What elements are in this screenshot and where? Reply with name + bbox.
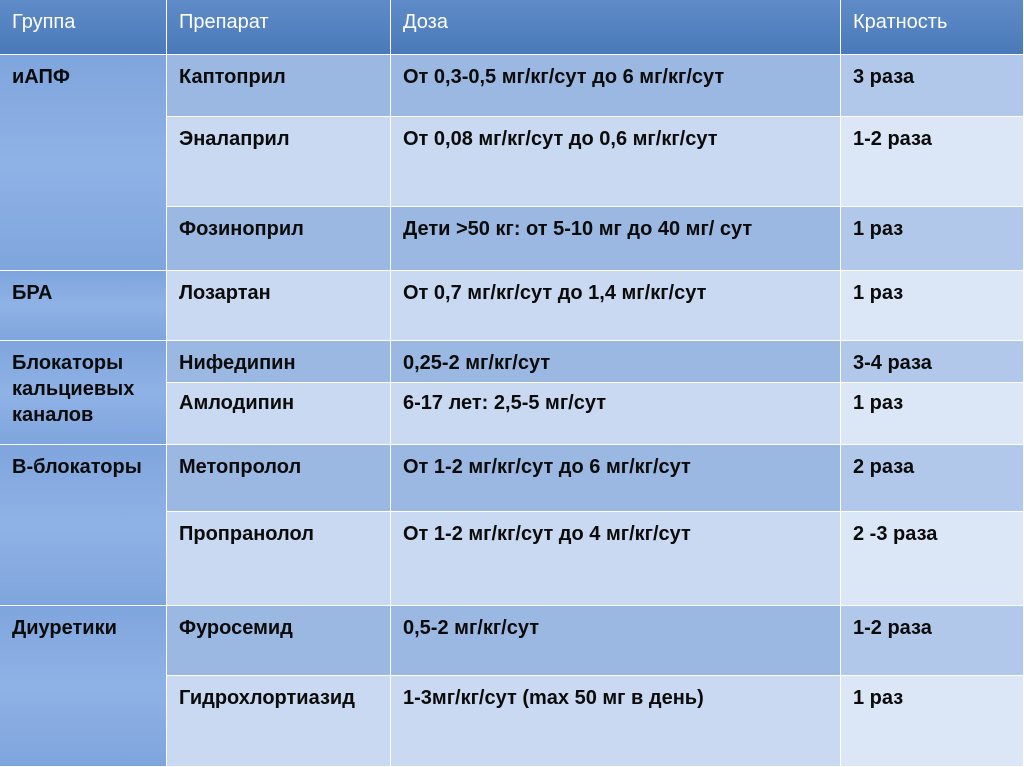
group-cell-calcium-blockers: Блокаторы кальциевых каналов xyxy=(0,341,167,445)
table-cell-drug: Гидрохлортиазид xyxy=(167,676,391,767)
table-cell-dose: Дети >50 кг: от 5-10 мг до 40 мг/ сут xyxy=(391,207,841,271)
table-cell-frequency: 1-2 раза xyxy=(841,606,1024,676)
group-cell-beta-blockers: В-блокаторы xyxy=(0,445,167,606)
group-cell-bra: БРА xyxy=(0,271,167,341)
table-cell-frequency: 3-4 раза xyxy=(841,341,1024,383)
table-cell-frequency: 2 -3 раза xyxy=(841,512,1024,606)
header-drug: Препарат xyxy=(167,0,391,55)
table-cell-frequency: 1-2 раза xyxy=(841,117,1024,207)
header-dose: Доза xyxy=(391,0,841,55)
table-cell-frequency: 2 раза xyxy=(841,445,1024,512)
group-cell-iapf: иАПФ xyxy=(0,55,167,271)
table-cell-drug: Амлодипин xyxy=(167,383,391,445)
header-frequency: Кратность xyxy=(841,0,1024,55)
header-group: Группа xyxy=(0,0,167,55)
table-cell-drug: Лозартан xyxy=(167,271,391,341)
table-cell-dose: 6-17 лет: 2,5-5 мг/сут xyxy=(391,383,841,445)
table-cell-dose: 1-3мг/кг/сут (max 50 мг в день) xyxy=(391,676,841,767)
table-cell-dose: От 0,08 мг/кг/сут до 0,6 мг/кг/сут xyxy=(391,117,841,207)
table-cell-dose: От 0,7 мг/кг/сут до 1,4 мг/кг/сут xyxy=(391,271,841,341)
table-cell-drug: Фуросемид xyxy=(167,606,391,676)
table-cell-dose: 0,25-2 мг/кг/сут xyxy=(391,341,841,383)
table-cell-frequency: 1 раз xyxy=(841,383,1024,445)
table-cell-frequency: 3 раза xyxy=(841,55,1024,117)
table-cell-dose: От 1-2 мг/кг/сут до 6 мг/кг/сут xyxy=(391,445,841,512)
table-cell-drug: Пропранолол xyxy=(167,512,391,606)
table-cell-frequency: 1 раз xyxy=(841,676,1024,767)
table-cell-frequency: 1 раз xyxy=(841,207,1024,271)
table-cell-drug: Метопролол xyxy=(167,445,391,512)
group-cell-diuretics: Диуретики xyxy=(0,606,167,767)
table-cell-drug: Эналаприл xyxy=(167,117,391,207)
table-cell-dose: От 0,3-0,5 мг/кг/сут до 6 мг/кг/сут xyxy=(391,55,841,117)
table-cell-dose: 0,5-2 мг/кг/сут xyxy=(391,606,841,676)
table-cell-drug: Нифедипин xyxy=(167,341,391,383)
table-cell-frequency: 1 раз xyxy=(841,271,1024,341)
table-cell-dose: От 1-2 мг/кг/сут до 4 мг/кг/сут xyxy=(391,512,841,606)
table-cell-drug: Каптоприл xyxy=(167,55,391,117)
table-cell-drug: Фозиноприл xyxy=(167,207,391,271)
